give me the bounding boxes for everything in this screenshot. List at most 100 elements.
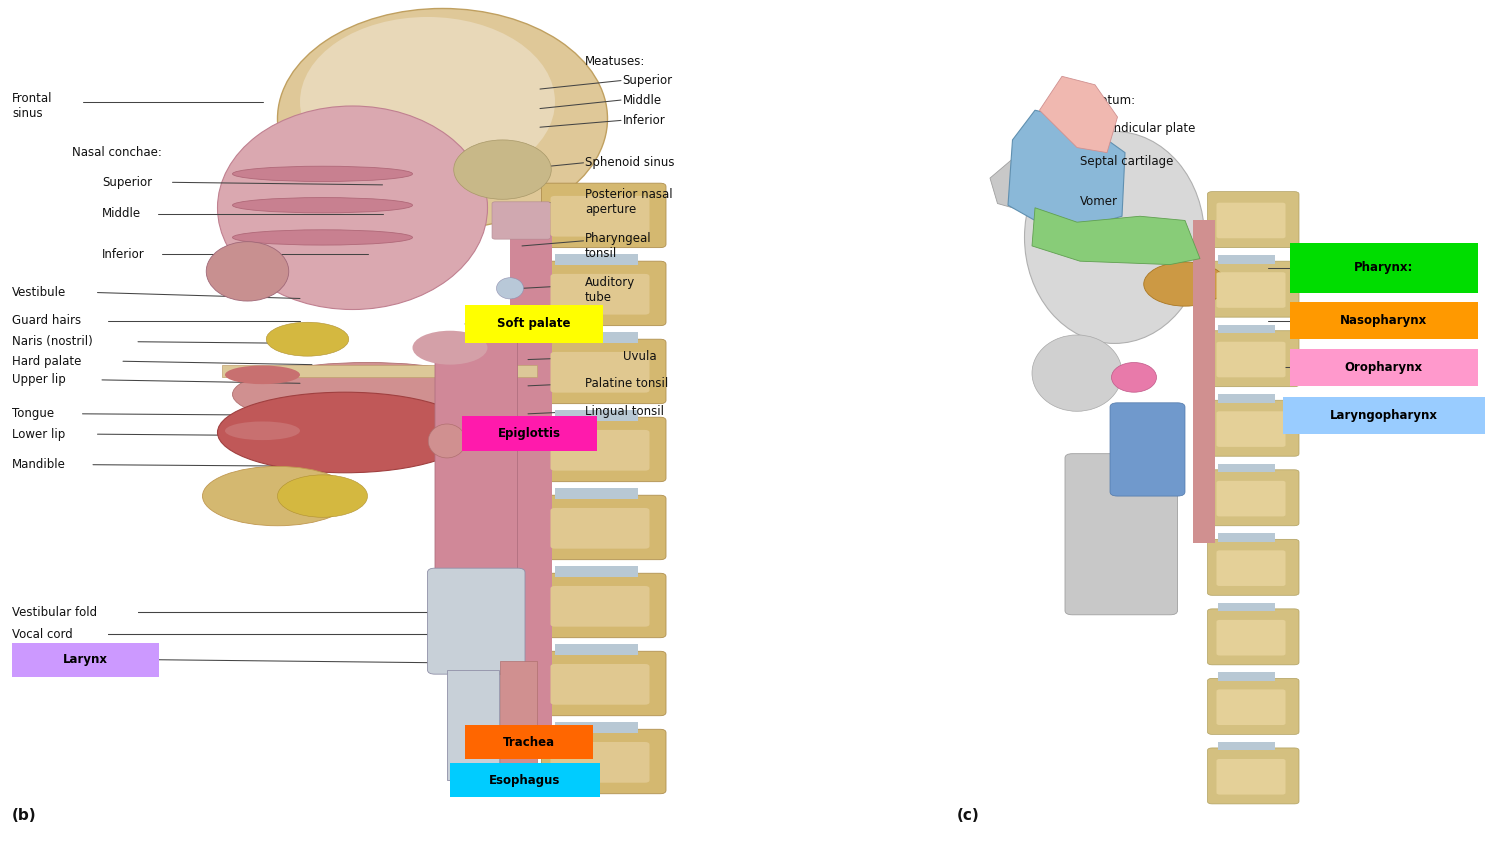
Ellipse shape [225,421,300,440]
Text: Septal cartilage: Septal cartilage [1080,154,1173,168]
FancyBboxPatch shape [555,566,638,577]
Text: Inferior: Inferior [622,114,666,127]
Text: Pharyngeal
tonsil: Pharyngeal tonsil [585,232,651,260]
FancyBboxPatch shape [1208,539,1299,595]
FancyBboxPatch shape [1216,481,1286,516]
FancyBboxPatch shape [1218,603,1275,611]
FancyBboxPatch shape [1216,411,1286,447]
FancyBboxPatch shape [1216,342,1286,377]
Text: Frontal
sinus: Frontal sinus [12,92,53,120]
Ellipse shape [202,466,352,526]
FancyBboxPatch shape [1208,400,1299,456]
Text: Larynx: Larynx [63,653,108,667]
Text: Guard hairs: Guard hairs [12,314,81,327]
Text: Vestibular fold: Vestibular fold [12,605,98,619]
FancyBboxPatch shape [555,254,638,265]
Text: Hard palate: Hard palate [12,354,81,368]
FancyBboxPatch shape [1216,203,1286,238]
FancyBboxPatch shape [1218,394,1275,403]
FancyBboxPatch shape [555,644,638,655]
Ellipse shape [217,392,472,473]
FancyBboxPatch shape [12,643,159,677]
Text: Lingual tonsil: Lingual tonsil [585,404,664,418]
FancyBboxPatch shape [1208,470,1299,526]
FancyBboxPatch shape [1290,349,1478,386]
FancyBboxPatch shape [1216,620,1286,656]
FancyBboxPatch shape [1290,302,1478,339]
FancyBboxPatch shape [447,670,500,780]
FancyBboxPatch shape [542,651,666,716]
FancyBboxPatch shape [542,183,666,248]
FancyBboxPatch shape [465,305,603,343]
Text: Mandible: Mandible [12,458,66,471]
FancyBboxPatch shape [1216,272,1286,308]
Ellipse shape [232,198,412,213]
FancyBboxPatch shape [555,332,638,343]
Ellipse shape [225,365,300,384]
FancyBboxPatch shape [465,725,592,759]
Ellipse shape [1032,335,1122,411]
FancyBboxPatch shape [1208,261,1299,317]
FancyBboxPatch shape [542,417,666,482]
FancyBboxPatch shape [550,586,650,627]
FancyBboxPatch shape [550,664,650,705]
Text: Middle: Middle [622,93,662,107]
FancyBboxPatch shape [1216,550,1286,586]
Ellipse shape [1024,131,1204,343]
Text: Auditory
tube: Auditory tube [585,276,636,304]
Text: Meatuses:: Meatuses: [585,54,645,68]
FancyBboxPatch shape [1218,325,1275,333]
FancyBboxPatch shape [542,339,666,404]
FancyBboxPatch shape [555,488,638,499]
Text: Lower lip: Lower lip [12,427,66,441]
Text: Superior: Superior [102,176,152,189]
Ellipse shape [429,424,465,458]
Ellipse shape [496,277,523,298]
FancyBboxPatch shape [550,508,650,549]
Text: Pharynx:: Pharynx: [1354,261,1413,275]
Polygon shape [1008,110,1125,229]
FancyBboxPatch shape [1218,672,1275,681]
FancyBboxPatch shape [500,661,537,780]
Text: Trachea: Trachea [503,735,555,749]
FancyBboxPatch shape [1282,397,1485,434]
Ellipse shape [232,230,412,245]
Text: Uvula: Uvula [622,349,656,363]
FancyBboxPatch shape [542,261,666,326]
FancyBboxPatch shape [1208,192,1299,248]
Polygon shape [1032,208,1200,265]
FancyBboxPatch shape [1218,255,1275,264]
Ellipse shape [206,242,288,301]
Text: Tongue: Tongue [12,407,54,421]
FancyBboxPatch shape [222,365,537,377]
FancyBboxPatch shape [1192,220,1215,543]
Text: Nasopharynx: Nasopharynx [1340,314,1428,327]
FancyBboxPatch shape [1216,689,1286,725]
Ellipse shape [1143,262,1227,306]
Text: Laryngopharynx: Laryngopharynx [1329,409,1437,422]
Text: Superior: Superior [622,74,672,87]
FancyBboxPatch shape [555,410,638,421]
Ellipse shape [278,475,368,517]
FancyBboxPatch shape [462,416,597,451]
FancyBboxPatch shape [510,220,552,746]
FancyBboxPatch shape [1218,742,1275,750]
FancyBboxPatch shape [1218,533,1275,542]
Ellipse shape [453,140,552,199]
FancyBboxPatch shape [542,573,666,638]
Text: Epiglottis: Epiglottis [498,427,561,440]
Text: Vestibule: Vestibule [12,286,66,299]
Text: Upper lip: Upper lip [12,373,66,387]
Ellipse shape [217,106,488,310]
Text: Esophagus: Esophagus [489,773,561,787]
FancyBboxPatch shape [550,196,650,237]
FancyBboxPatch shape [1208,748,1299,804]
Ellipse shape [232,166,412,181]
Text: Vocal cord: Vocal cord [12,628,72,641]
Ellipse shape [278,8,608,229]
FancyBboxPatch shape [1290,243,1478,293]
Text: Nasal septum:: Nasal septum: [1050,93,1136,107]
Text: (b): (b) [12,807,36,823]
FancyBboxPatch shape [550,430,650,471]
Text: Sphenoid sinus: Sphenoid sinus [585,156,675,170]
